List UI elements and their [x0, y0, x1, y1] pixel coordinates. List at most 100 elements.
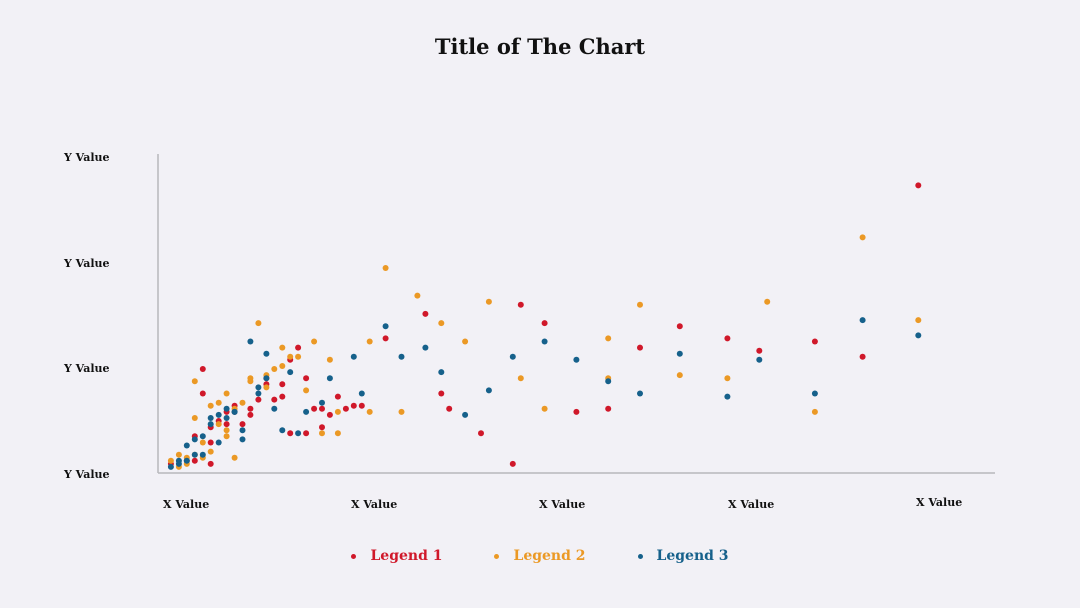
- y-tick-label: Y Value: [63, 468, 110, 481]
- scatter-point-series-2: [676, 372, 683, 379]
- scatter-point-series-2: [167, 457, 174, 464]
- scatter-point-series-3: [382, 323, 389, 330]
- scatter-point-series-1: [350, 402, 357, 409]
- scatter-point-series-3: [859, 317, 866, 324]
- scatter-point-series-1: [573, 408, 580, 415]
- scatter-point-series-3: [239, 436, 246, 443]
- scatter-point-series-2: [605, 335, 612, 342]
- scatter-point-series-1: [247, 405, 254, 412]
- scatter-point-series-1: [255, 396, 262, 403]
- scatter-point-series-1: [915, 182, 922, 189]
- scatter-point-series-1: [811, 338, 818, 345]
- scatter-point-series-3: [271, 405, 278, 412]
- scatter-point-series-3: [438, 369, 445, 376]
- scatter-point-series-2: [271, 366, 278, 372]
- scatter-point-series-2: [319, 430, 325, 437]
- scatter-point-series-3: [303, 408, 310, 415]
- scatter-point-series-1: [676, 323, 683, 330]
- legend-label: Legend 1: [370, 548, 443, 564]
- scatter-point-series-2: [462, 338, 469, 345]
- scatter-point-series-2: [223, 390, 230, 397]
- scatter-point-series-1: [311, 405, 318, 412]
- scatter-point-series-2: [637, 301, 643, 308]
- scatter-point-series-3: [637, 390, 643, 397]
- scatter-point-series-3: [207, 415, 214, 421]
- scatter-point-series-3: [263, 375, 270, 382]
- legend-item-3: Legend 3: [637, 548, 729, 564]
- scatter-point-series-2: [247, 378, 254, 385]
- scatter-point-series-3: [223, 415, 230, 421]
- scatter-point-series-1: [358, 402, 365, 409]
- scatter-point-series-2: [414, 292, 421, 299]
- scatter-point-series-3: [605, 378, 612, 385]
- scatter-point-series-2: [255, 320, 262, 327]
- scatter-point-series-1: [271, 396, 278, 403]
- scatter-point-series-3: [199, 433, 206, 440]
- scatter-point-series-2: [303, 387, 310, 394]
- scatter-point-series-3: [676, 350, 683, 357]
- scatter-point-series-3: [207, 421, 214, 428]
- scatter-point-series-1: [207, 439, 214, 446]
- scatter-point-series-1: [326, 411, 333, 418]
- scatter-point-series-2: [279, 363, 286, 369]
- scatter-point-series-3: [358, 390, 365, 397]
- scatter-point-series-1: [191, 457, 198, 464]
- scatter-point-series-3: [724, 393, 731, 400]
- chart-title: Title of The Chart: [434, 34, 646, 59]
- legend-label: Legend 2: [513, 548, 586, 564]
- scatter-point-series-1: [438, 390, 445, 397]
- scatter-point-series-1: [334, 393, 341, 400]
- scatter-point-series-1: [517, 301, 524, 308]
- scatter-point-series-3: [199, 451, 206, 458]
- scatter-point-series-1: [279, 381, 286, 388]
- x-tick-label: X Value: [728, 498, 774, 511]
- scatter-point-series-3: [573, 356, 580, 363]
- scatter-point-series-1: [637, 344, 643, 351]
- x-tick-label: X Value: [539, 498, 585, 511]
- scatter-point-series-2: [175, 451, 182, 458]
- scatter-point-series-1: [509, 460, 516, 467]
- scatter-point-series-3: [287, 369, 294, 376]
- x-tick-label: X Value: [351, 498, 397, 511]
- scatter-point-series-2: [295, 353, 302, 360]
- scatter-point-series-1: [319, 424, 325, 431]
- scatter-point-series-2: [231, 454, 238, 461]
- scatter-point-series-2: [191, 415, 198, 421]
- scatter-point-series-2: [223, 427, 230, 434]
- scatter-point-series-3: [398, 353, 405, 360]
- scatter-point-series-2: [334, 430, 341, 437]
- scatter-point-series-3: [462, 411, 469, 418]
- scatter-point-series-2: [517, 375, 524, 382]
- scatter-point-series-2: [311, 338, 318, 345]
- scatter-point-series-3: [485, 387, 492, 394]
- scatter-point-series-3: [231, 408, 238, 415]
- scatter-point-series-2: [366, 408, 373, 415]
- scatter-point-series-1: [446, 405, 453, 412]
- scatter-point-series-1: [199, 366, 206, 372]
- scatter-point-series-2: [215, 399, 222, 406]
- scatter-point-series-3: [247, 338, 254, 345]
- scatter-point-series-2: [207, 448, 214, 455]
- scatter-point-series-1: [724, 335, 731, 342]
- y-tick-label: Y Value: [63, 362, 110, 375]
- scatter-point-series-2: [199, 439, 206, 446]
- scatter-point-series-3: [215, 411, 222, 418]
- scatter-point-series-3: [326, 375, 333, 382]
- scatter-point-series-3: [295, 430, 302, 437]
- legend-label: Legend 3: [656, 548, 729, 564]
- scatter-point-series-3: [255, 390, 262, 397]
- scatter-point-series-1: [382, 335, 389, 342]
- legend-marker: [351, 553, 357, 559]
- scatter-point-series-3: [183, 457, 190, 464]
- scatter-point-series-3: [175, 460, 182, 467]
- scatter-point-series-2: [279, 344, 286, 351]
- scatter-point-series-3: [811, 390, 818, 397]
- legend: Legend 1 Legend 2 Legend 3: [0, 548, 1080, 564]
- scatter-point-series-1: [199, 390, 206, 397]
- scatter-point-series-1: [541, 320, 548, 327]
- scatter-point-series-1: [207, 460, 214, 467]
- scatter-point-series-1: [859, 353, 866, 360]
- scatter-point-series-2: [366, 338, 373, 345]
- scatter-point-series-2: [215, 421, 222, 428]
- x-tick-label: X Value: [163, 498, 209, 511]
